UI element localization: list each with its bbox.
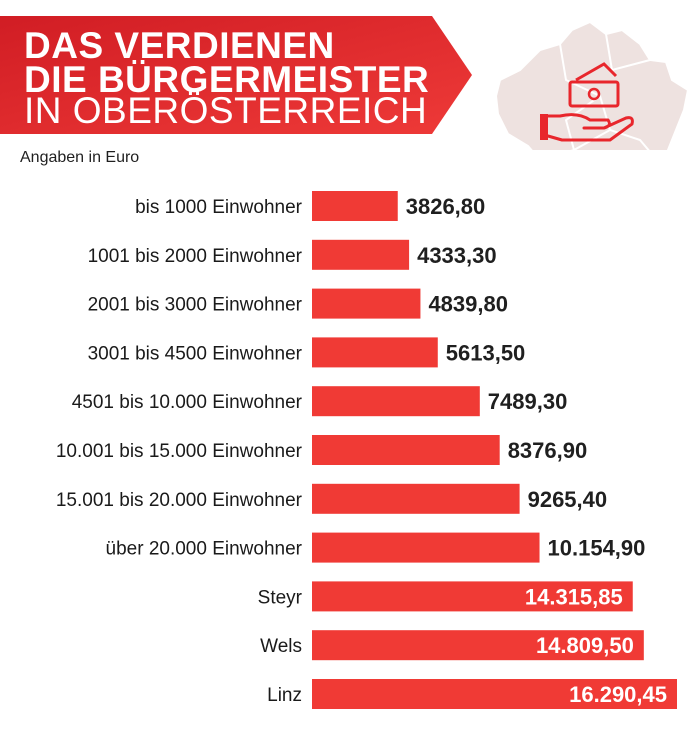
category-label: 10.001 bis 15.000 Einwohner <box>56 441 303 462</box>
title-arrow-shape <box>0 16 472 134</box>
category-label: Wels <box>260 636 302 657</box>
bar <box>312 288 421 319</box>
title-line-2: DIE BÜRGERMEISTER <box>24 59 430 100</box>
title-banner: DAS VERDIENEN DIE BÜRGERMEISTER IN OBERÖ… <box>0 0 700 150</box>
value-label: 14.809,50 <box>536 633 634 658</box>
category-label: 4501 bis 10.000 Einwohner <box>72 392 303 413</box>
category-label: 2001 bis 3000 Einwohner <box>88 295 303 316</box>
category-label: über 20.000 Einwohner <box>106 539 303 560</box>
value-label: 3826,80 <box>406 194 486 219</box>
bar-row: Linz 16.290,45 <box>267 679 677 709</box>
bar <box>312 239 410 270</box>
category-label: bis 1000 Einwohner <box>135 197 303 218</box>
chart-subtitle: Angaben in Euro <box>20 149 140 166</box>
bar <box>312 630 644 661</box>
bar <box>312 532 540 563</box>
banner-graphic <box>0 16 690 150</box>
bar <box>312 581 633 612</box>
value-label: 4839,80 <box>428 292 508 317</box>
value-label: 5613,50 <box>446 340 526 365</box>
category-label: 15.001 bis 20.000 Einwohner <box>56 490 303 511</box>
value-label: 14.315,85 <box>525 584 623 609</box>
bar-row: Steyr 14.315,85 <box>258 581 633 612</box>
value-label: 16.290,45 <box>569 682 667 707</box>
value-label: 7489,30 <box>488 389 568 414</box>
bar-row: 15.001 bis 20.000 Einwohner 9265,40 <box>56 483 608 514</box>
value-label: 4333,30 <box>417 243 497 268</box>
value-label: 9265,40 <box>528 487 608 512</box>
value-label: 10.154,90 <box>548 536 646 561</box>
bar <box>312 337 438 368</box>
bar <box>312 386 480 417</box>
category-label: 3001 bis 4500 Einwohner <box>88 343 303 364</box>
bar-row: 4501 bis 10.000 Einwohner 7489,30 <box>72 386 568 417</box>
title-line-3: IN OBERÖSTERREICH <box>24 90 428 131</box>
bar-row: 3001 bis 4500 Einwohner 5613,50 <box>88 337 526 368</box>
title-line-1: DAS VERDIENEN <box>24 25 335 66</box>
bar <box>312 191 398 221</box>
value-label: 8376,90 <box>508 438 588 463</box>
bar-row: 10.001 bis 15.000 Einwohner 8376,90 <box>56 435 587 465</box>
bar-row: über 20.000 Einwohner 10.154,90 <box>106 532 646 563</box>
bar <box>312 483 520 514</box>
category-label: Linz <box>267 685 302 706</box>
bar-row: 1001 bis 2000 Einwohner 4333,30 <box>88 239 497 270</box>
category-label: Steyr <box>258 587 303 608</box>
upper-austria-map-money-hand-icon <box>494 20 690 150</box>
bar-row: bis 1000 Einwohner 3826,80 <box>135 191 485 221</box>
bar <box>312 679 677 709</box>
category-label: 1001 bis 2000 Einwohner <box>88 246 303 267</box>
bar-row: Wels 14.809,50 <box>260 630 644 661</box>
bar-row: 2001 bis 3000 Einwohner 4839,80 <box>88 288 508 319</box>
bar <box>312 435 500 465</box>
